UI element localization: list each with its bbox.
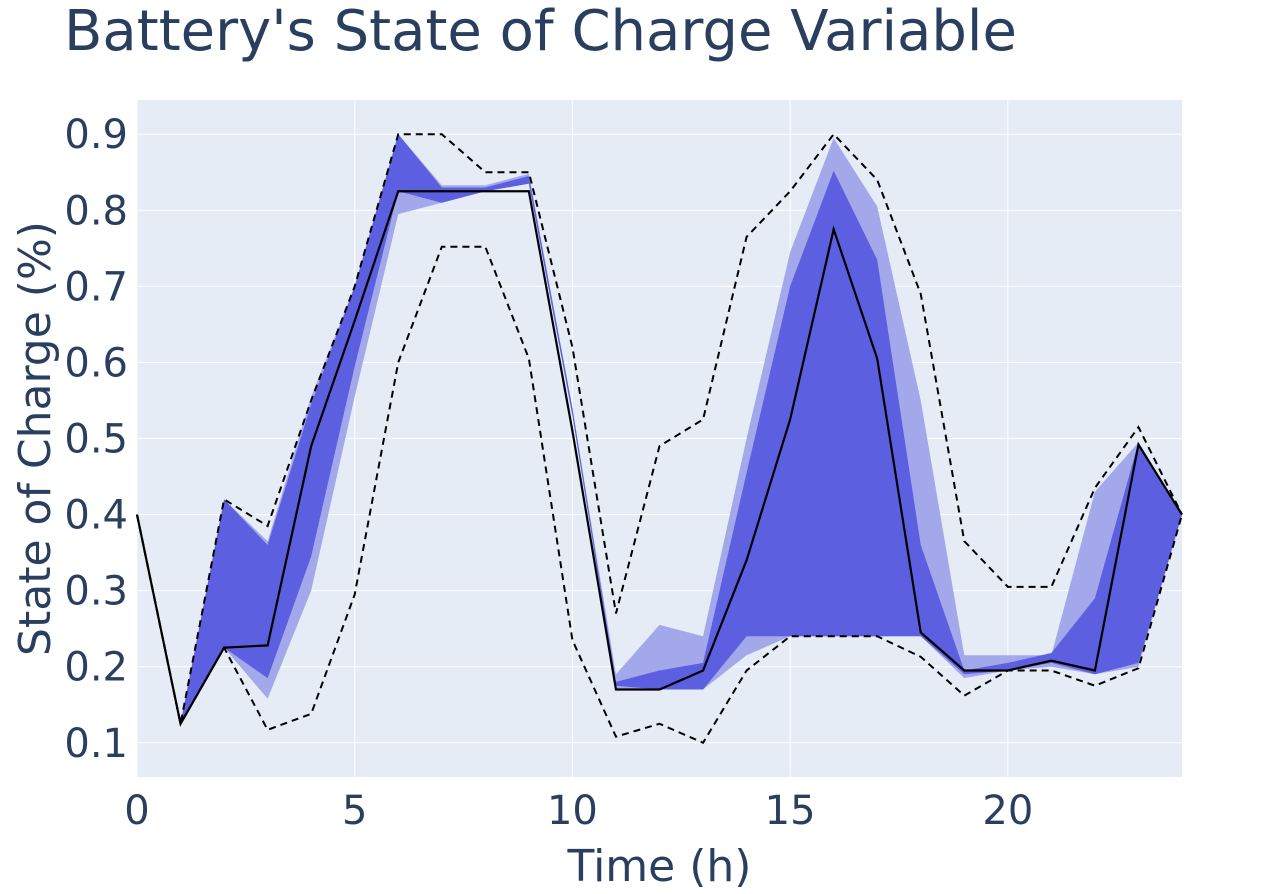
solid-line — [135, 190, 1183, 727]
series-layer — [135, 132, 1183, 745]
y-tick-label: 0.2 — [64, 645, 128, 691]
x-tick-label: 5 — [342, 788, 367, 834]
y-axis-title: State of Charge (%) — [10, 221, 61, 656]
dashed-upper-line — [136, 132, 1183, 724]
y-tick-label: 0.5 — [64, 417, 128, 463]
chart-title: Battery's State of Charge Variable — [64, 0, 1017, 64]
y-tick-label: 0.3 — [64, 569, 128, 615]
y-tick-label: 0.1 — [64, 721, 128, 767]
y-tick-label: 0.7 — [64, 264, 128, 310]
tick-labels: 0 5 10 15 20 0.1 0.2 0.3 0.4 0.5 0.6 0.7 0.8 0.9 — [64, 112, 1033, 834]
y-tick-label: 0.9 — [64, 112, 128, 158]
x-tick-label: 20 — [982, 788, 1033, 834]
x-tick-label: 0 — [124, 788, 149, 834]
x-tick-label: 15 — [765, 788, 816, 834]
inner-band-area — [137, 134, 1182, 724]
x-axis-title: Time (h) — [567, 841, 752, 892]
y-tick-label: 0.4 — [64, 493, 128, 539]
y-tick-label: 0.8 — [64, 188, 128, 234]
x-tick-label: 10 — [547, 788, 598, 834]
y-tick-label: 0.6 — [64, 340, 128, 386]
